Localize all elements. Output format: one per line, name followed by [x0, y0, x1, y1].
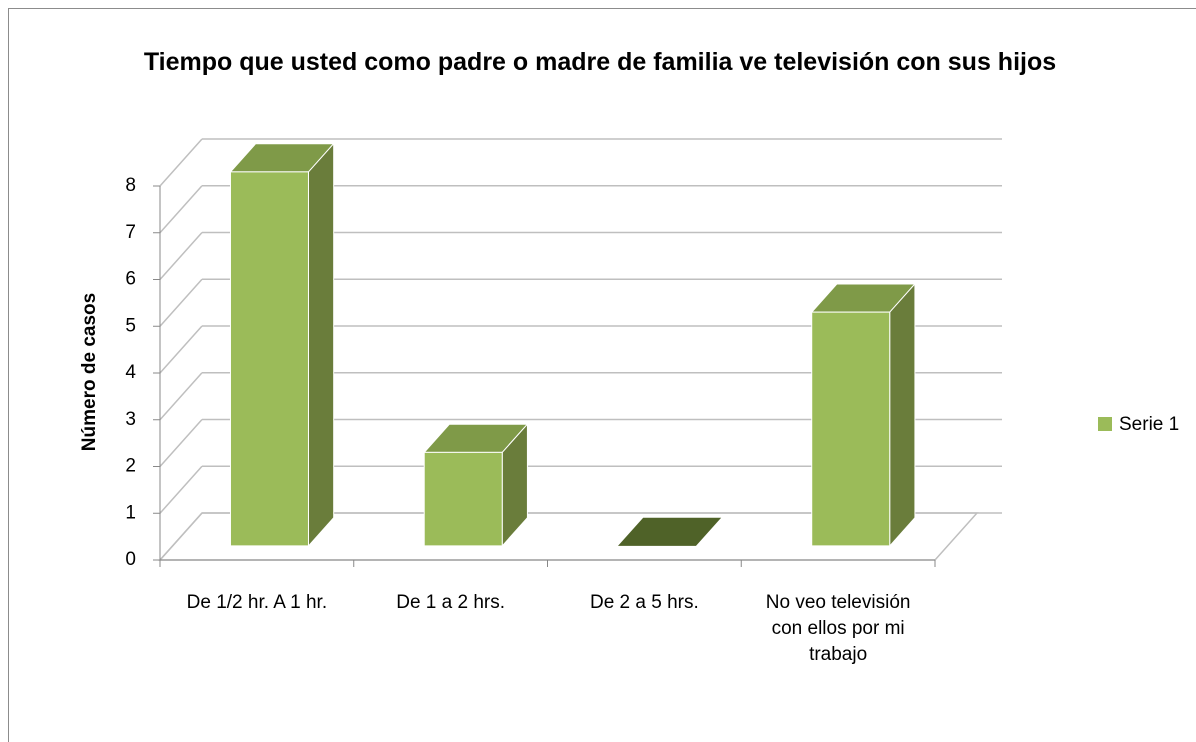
bar-side — [307, 142, 335, 548]
bar — [229, 171, 309, 547]
bar — [423, 451, 503, 547]
legend-label: Serie 1 — [1119, 414, 1179, 435]
x-tick-label: De 2 a 5 hrs. — [589, 592, 699, 613]
y-axis-label: Número de casos — [79, 293, 100, 451]
grid-line — [159, 138, 203, 187]
x-tick-label: No veo televisión con ellos por mi traba… — [765, 592, 911, 665]
grid-line — [159, 512, 203, 561]
grid-line — [159, 232, 203, 280]
bar-side — [889, 282, 916, 548]
x-tick-label: De 1/2 hr. A 1 hr. — [186, 592, 328, 613]
y-tick-label: 0 — [125, 549, 136, 570]
y-tick-label: 7 — [125, 222, 136, 243]
grid-line — [159, 325, 203, 374]
y-tick-label: 6 — [125, 269, 136, 290]
bar — [811, 311, 891, 547]
y-tick-label: 1 — [125, 502, 136, 523]
y-tick-label: 8 — [125, 175, 136, 196]
x-tick-label: De 1 a 2 hrs. — [396, 592, 506, 613]
bar — [617, 517, 722, 546]
grid-line — [159, 465, 203, 514]
grid-line — [159, 185, 203, 234]
grid-line — [159, 372, 203, 421]
chart-title: Tiempo que usted como padre o madre de f… — [143, 48, 1057, 76]
y-tick-label: 3 — [125, 409, 136, 430]
legend-swatch — [1098, 417, 1112, 431]
y-tick-label: 4 — [125, 362, 136, 383]
grid-line — [159, 278, 203, 327]
grid-line — [159, 419, 203, 467]
y-tick-label: 2 — [125, 456, 136, 477]
y-tick-label: 5 — [125, 315, 136, 336]
frame — [8, 8, 1196, 742]
